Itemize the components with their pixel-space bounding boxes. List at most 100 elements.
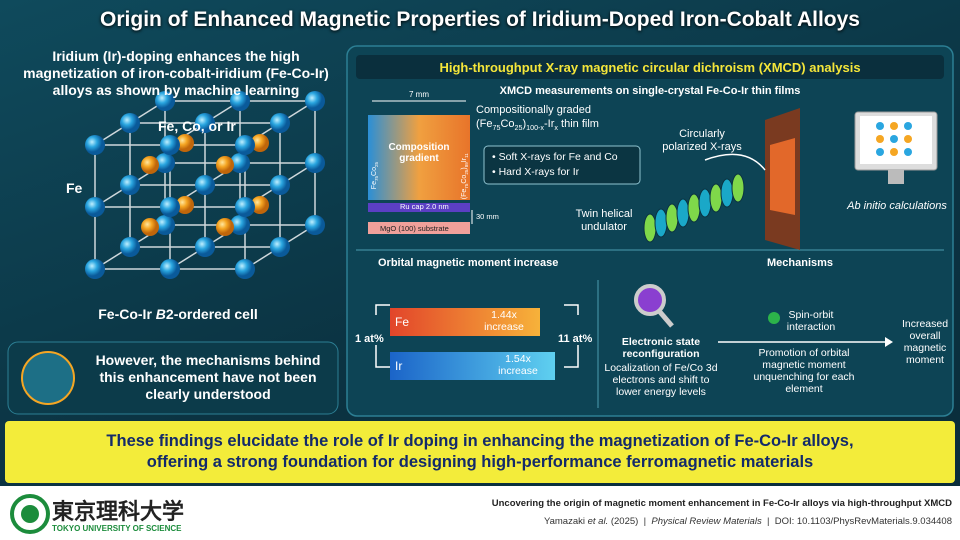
atom: [160, 259, 180, 279]
screen-atom: [890, 135, 898, 143]
atom: [176, 134, 194, 152]
undulator-coil: [665, 203, 679, 233]
undulator-coil: [676, 198, 690, 228]
bullet: • Soft X-rays for Fe and Co: [492, 151, 618, 163]
at-label: 1 at%: [355, 333, 384, 345]
formula-part: ): [460, 167, 468, 170]
caption-part: Fe-Co-Ir: [98, 306, 156, 322]
atom: [251, 196, 269, 214]
atom: [141, 218, 159, 236]
formula-part: 75: [464, 183, 470, 189]
screen-atom: [904, 122, 912, 130]
citation-part: | DOI: 10.1103/PhysRevMaterials.9.034408: [761, 516, 952, 527]
atom: [195, 175, 215, 195]
formula-part: Co: [460, 174, 468, 184]
atom: [155, 153, 175, 173]
atom: [235, 135, 255, 155]
footer-band: [0, 486, 960, 540]
logo: [21, 505, 39, 523]
undulator-label: Twin helical undulator: [575, 208, 633, 233]
screen-atom: [876, 135, 884, 143]
thickness-label: 30 mm: [476, 212, 499, 221]
conclusion-band: [5, 421, 955, 483]
caption-part: 2-ordered cell: [165, 306, 258, 322]
substrate-label: MgO (100) substrate: [380, 224, 449, 233]
arrow-head: [885, 337, 893, 347]
film-label: Compositionally graded: [476, 104, 591, 116]
bullet-text: Hard X-rays for Ir: [498, 166, 580, 178]
formula-part: 75: [374, 175, 380, 182]
step1-text: Localization of Fe/Co 3d electrons and s…: [604, 362, 718, 398]
atom: [235, 197, 255, 217]
formula-part: Co: [370, 167, 378, 176]
atom: [216, 156, 234, 174]
atom: [195, 237, 215, 257]
xray-arrow: [704, 153, 766, 171]
atom: [305, 91, 325, 111]
undulator-coil: [654, 208, 668, 238]
undulator-coil: [731, 173, 745, 203]
atom: [85, 135, 105, 155]
spin-icon: [768, 312, 780, 324]
note-icon: [21, 351, 75, 405]
atom: [230, 215, 250, 235]
mech-header: Mechanisms: [766, 257, 834, 269]
formula-part: Fe: [370, 181, 378, 190]
conclusion-line: These findings elucidate the role of Ir …: [106, 432, 854, 450]
undulator-coil: [698, 188, 712, 218]
atom: [305, 215, 325, 235]
screen-atom: [876, 148, 884, 156]
atom: [160, 197, 180, 217]
formula-part: (Fe: [476, 118, 493, 130]
bar-value: 1.44x increase: [484, 309, 524, 333]
conclusion-line: offering a strong foundation for designi…: [146, 453, 814, 471]
formula-part: 25: [514, 124, 523, 133]
undulator-coil: [643, 213, 657, 243]
xmcd-header: High-throughput X-ray magnetic circular …: [439, 60, 861, 75]
atom: [176, 196, 194, 214]
screen-atom: [890, 122, 898, 130]
formula-part: 100-x: [526, 124, 545, 133]
at-label: 11 at%: [558, 333, 593, 345]
formula-part: thin film: [557, 118, 599, 130]
atom: [155, 215, 175, 235]
left-edge: Fe75Co25: [371, 119, 379, 189]
formula-part: ): [522, 118, 527, 130]
film-label: (Fe75Co25)100-x-Irx thin film: [476, 118, 599, 132]
undulator-coil: [687, 193, 701, 223]
citation-part: Yamazaki: [543, 516, 588, 527]
substrate: [368, 222, 470, 234]
note-box: [7, 341, 339, 415]
atom: [216, 218, 234, 236]
atom: [230, 91, 250, 111]
citation-part: Physical Review Materials: [651, 516, 762, 527]
film-gradient: [368, 115, 470, 200]
right-edge: (Fe75Co25)89Ir11: [461, 109, 469, 199]
result: Increased overall magnetic moment: [901, 318, 949, 366]
citation-part: (2025) |: [608, 516, 652, 527]
xray-label: Circularly polarized X-rays: [662, 128, 742, 153]
bracket: [375, 304, 390, 368]
bar-value: 1.54x increase: [498, 353, 538, 377]
gradient-label: Composition gradient: [388, 142, 450, 164]
formula-part: 25: [374, 161, 380, 168]
monitor-stand: [888, 170, 904, 184]
magnifier-handle: [658, 310, 674, 328]
bullet: • Hard X-rays for Ir: [492, 166, 580, 178]
atom: [120, 237, 140, 257]
lattice-label: Fe: [66, 180, 83, 196]
screen-atom: [904, 148, 912, 156]
calc-label: Ab initio calculations: [847, 200, 947, 212]
atom: [235, 259, 255, 279]
bracket: [564, 304, 579, 368]
intro: Iridium (Ir)-doping enhances the high ma…: [23, 48, 329, 98]
undulator-coil: [720, 178, 734, 208]
formula-part: 75: [492, 124, 501, 133]
formula-part: -Ir: [544, 118, 555, 130]
screen-atom: [890, 148, 898, 156]
atom: [85, 259, 105, 279]
orbital-header: Orbital magnetic moment increase: [378, 257, 559, 269]
atom: [85, 197, 105, 217]
caption: Fe-Co-Ir B2-ordered cell: [20, 306, 336, 322]
